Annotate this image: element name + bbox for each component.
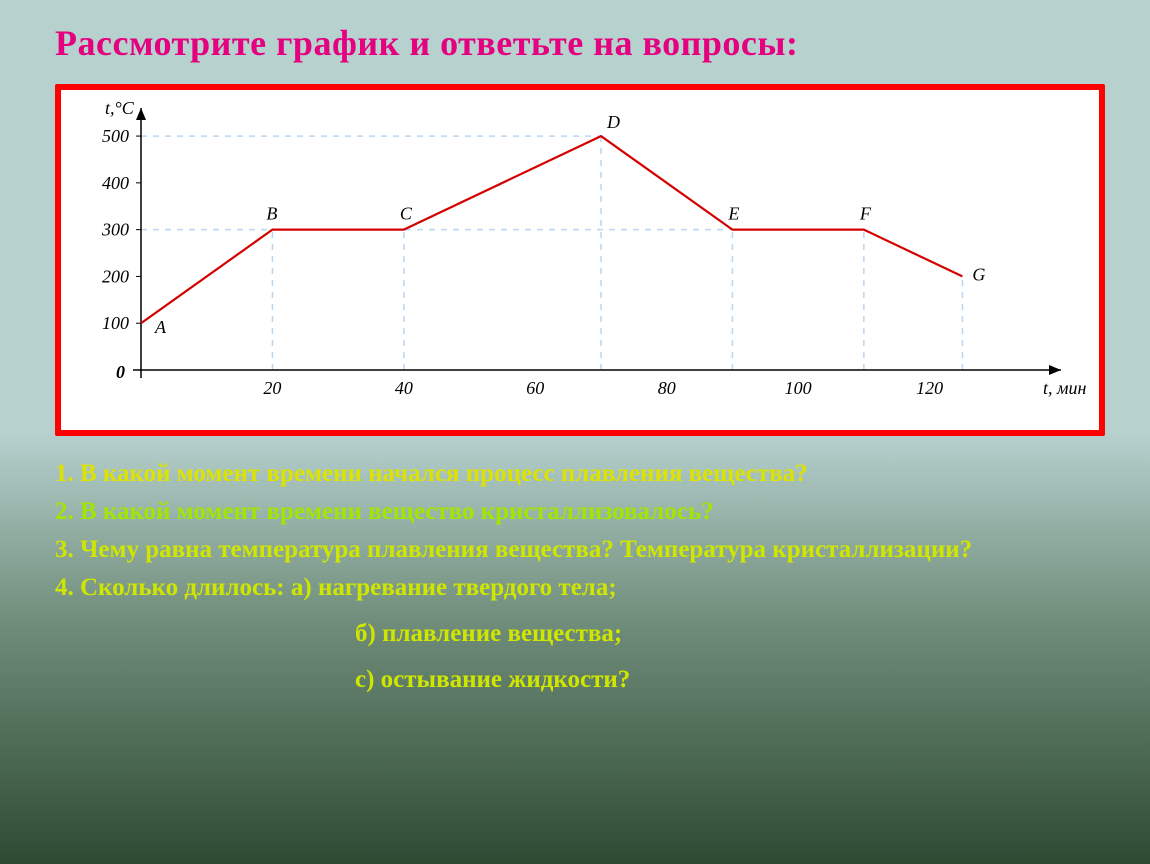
question-2: 2. В какой момент времени вещество крист… xyxy=(55,496,1105,528)
svg-text:100: 100 xyxy=(102,313,129,333)
chart-frame: 20 40 60 80 100 120 100 200 300 400 500 0 t,°C t, мин… xyxy=(55,84,1105,436)
svg-text:80: 80 xyxy=(658,378,676,398)
svg-text:20: 20 xyxy=(263,378,281,398)
svg-text:B: B xyxy=(266,204,277,224)
svg-text:40: 40 xyxy=(395,378,413,398)
chart-area: 20 40 60 80 100 120 100 200 300 400 500 0 t,°C t, мин… xyxy=(61,90,1099,430)
svg-text:200: 200 xyxy=(102,266,129,286)
question-4: 4. Сколько длилось: а) нагревание твердо… xyxy=(55,572,1105,604)
svg-text:0: 0 xyxy=(116,362,125,382)
svg-text:t,°C: t,°C xyxy=(105,98,135,118)
svg-text:400: 400 xyxy=(102,173,129,193)
question-1: 1. В какой момент времени начался процес… xyxy=(55,458,1105,490)
question-4b: б) плавление вещества; xyxy=(55,618,1105,650)
svg-text:300: 300 xyxy=(101,220,129,240)
question-4c: с) остывание жидкости? xyxy=(55,664,1105,696)
svg-text:E: E xyxy=(727,204,739,224)
questions-block: 1. В какой момент времени начался процес… xyxy=(0,436,1150,696)
question-3: 3. Чему равна температура плавления веще… xyxy=(55,534,1105,566)
svg-text:C: C xyxy=(400,204,413,224)
svg-text:100: 100 xyxy=(785,378,812,398)
svg-text:D: D xyxy=(606,112,620,132)
line-chart: 20 40 60 80 100 120 100 200 300 400 500 0 t,°C t, мин… xyxy=(61,90,1089,430)
svg-text:G: G xyxy=(972,264,985,284)
slide-title: Рассмотрите график и ответьте на вопросы… xyxy=(0,0,1150,74)
svg-text:500: 500 xyxy=(102,126,129,146)
svg-text:t, мин: t, мин xyxy=(1043,378,1086,398)
svg-text:F: F xyxy=(859,204,872,224)
svg-text:60: 60 xyxy=(526,378,544,398)
svg-text:120: 120 xyxy=(916,378,943,398)
svg-text:A: A xyxy=(154,317,167,337)
